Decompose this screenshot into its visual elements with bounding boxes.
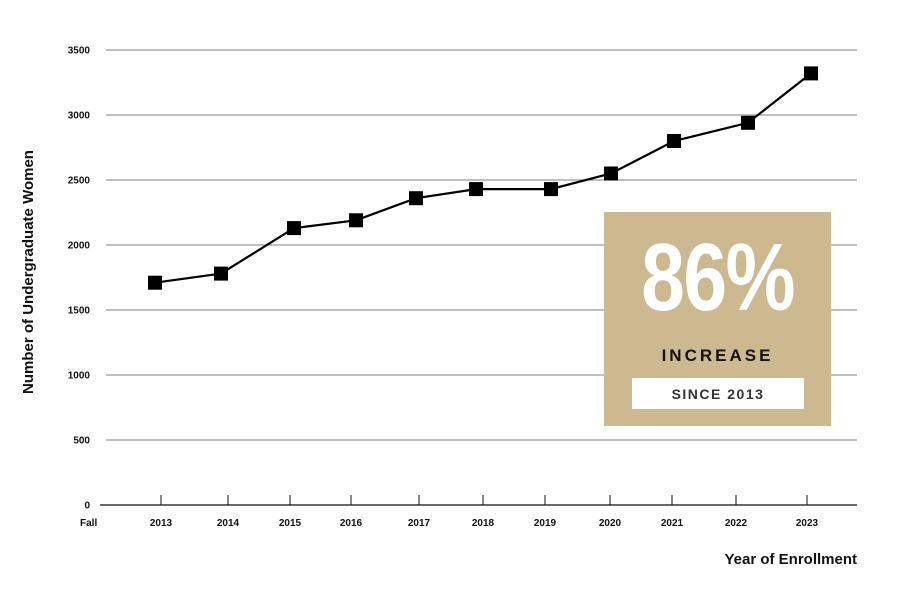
x-tick-label: 2017: [408, 518, 431, 529]
data-point-2021: [667, 134, 681, 148]
x-tick-label: 2013: [150, 518, 173, 529]
callout-percentage: 86%: [641, 224, 795, 331]
x-axis: 2013 2014 2015 2016 2017 2018 2019 2020 2021 2022…: [100, 495, 857, 529]
y-tick-label: 500: [73, 436, 90, 447]
x-tick-label: 2018: [472, 518, 495, 529]
x-tick-label: 2019: [534, 518, 557, 529]
data-point-2019: [544, 182, 558, 197]
y-tick-label: 2500: [68, 176, 91, 187]
y-tick-labels: 0 500 1000 1500 2000 2500 3000 3500: [68, 46, 91, 512]
y-tick-label: 3000: [68, 111, 91, 122]
data-point-2017: [409, 191, 423, 206]
x-tick-label: 2021: [661, 518, 684, 529]
data-point-2014: [214, 266, 228, 281]
data-point-2020: [604, 166, 618, 181]
data-point-2022: [741, 115, 755, 130]
y-tick-label: 1500: [68, 306, 91, 317]
data-point-2015: [287, 221, 301, 236]
y-tick-label: 0: [84, 501, 90, 512]
data-point-2018: [469, 182, 483, 197]
y-tick-label: 3500: [68, 46, 91, 57]
increase-callout: 86% INCREASE SINCE 2013: [604, 212, 831, 426]
x-tick-label: 2014: [217, 518, 240, 529]
y-tick-label: 2000: [68, 241, 91, 252]
data-point-2016: [349, 213, 363, 228]
x-tick-label: 2023: [796, 518, 819, 529]
callout-since-badge: SINCE 2013: [632, 378, 804, 409]
grid-lines: [106, 49, 857, 441]
series-line: [148, 66, 818, 290]
x-prefix-label: Fall: [80, 518, 97, 529]
callout-increase-label: INCREASE: [661, 346, 774, 365]
x-tick-label: 2022: [725, 518, 748, 529]
data-point-2023: [804, 66, 818, 81]
x-tick-label: 2016: [340, 518, 363, 529]
data-point-2013: [148, 275, 162, 290]
x-tick-label: 2015: [279, 518, 302, 529]
y-axis-title: Number of Undergraduate Women: [20, 150, 37, 394]
y-tick-label: 1000: [68, 371, 91, 382]
x-axis-title: Year of Enrollment: [724, 551, 857, 568]
x-tick-label: 2020: [599, 518, 622, 529]
